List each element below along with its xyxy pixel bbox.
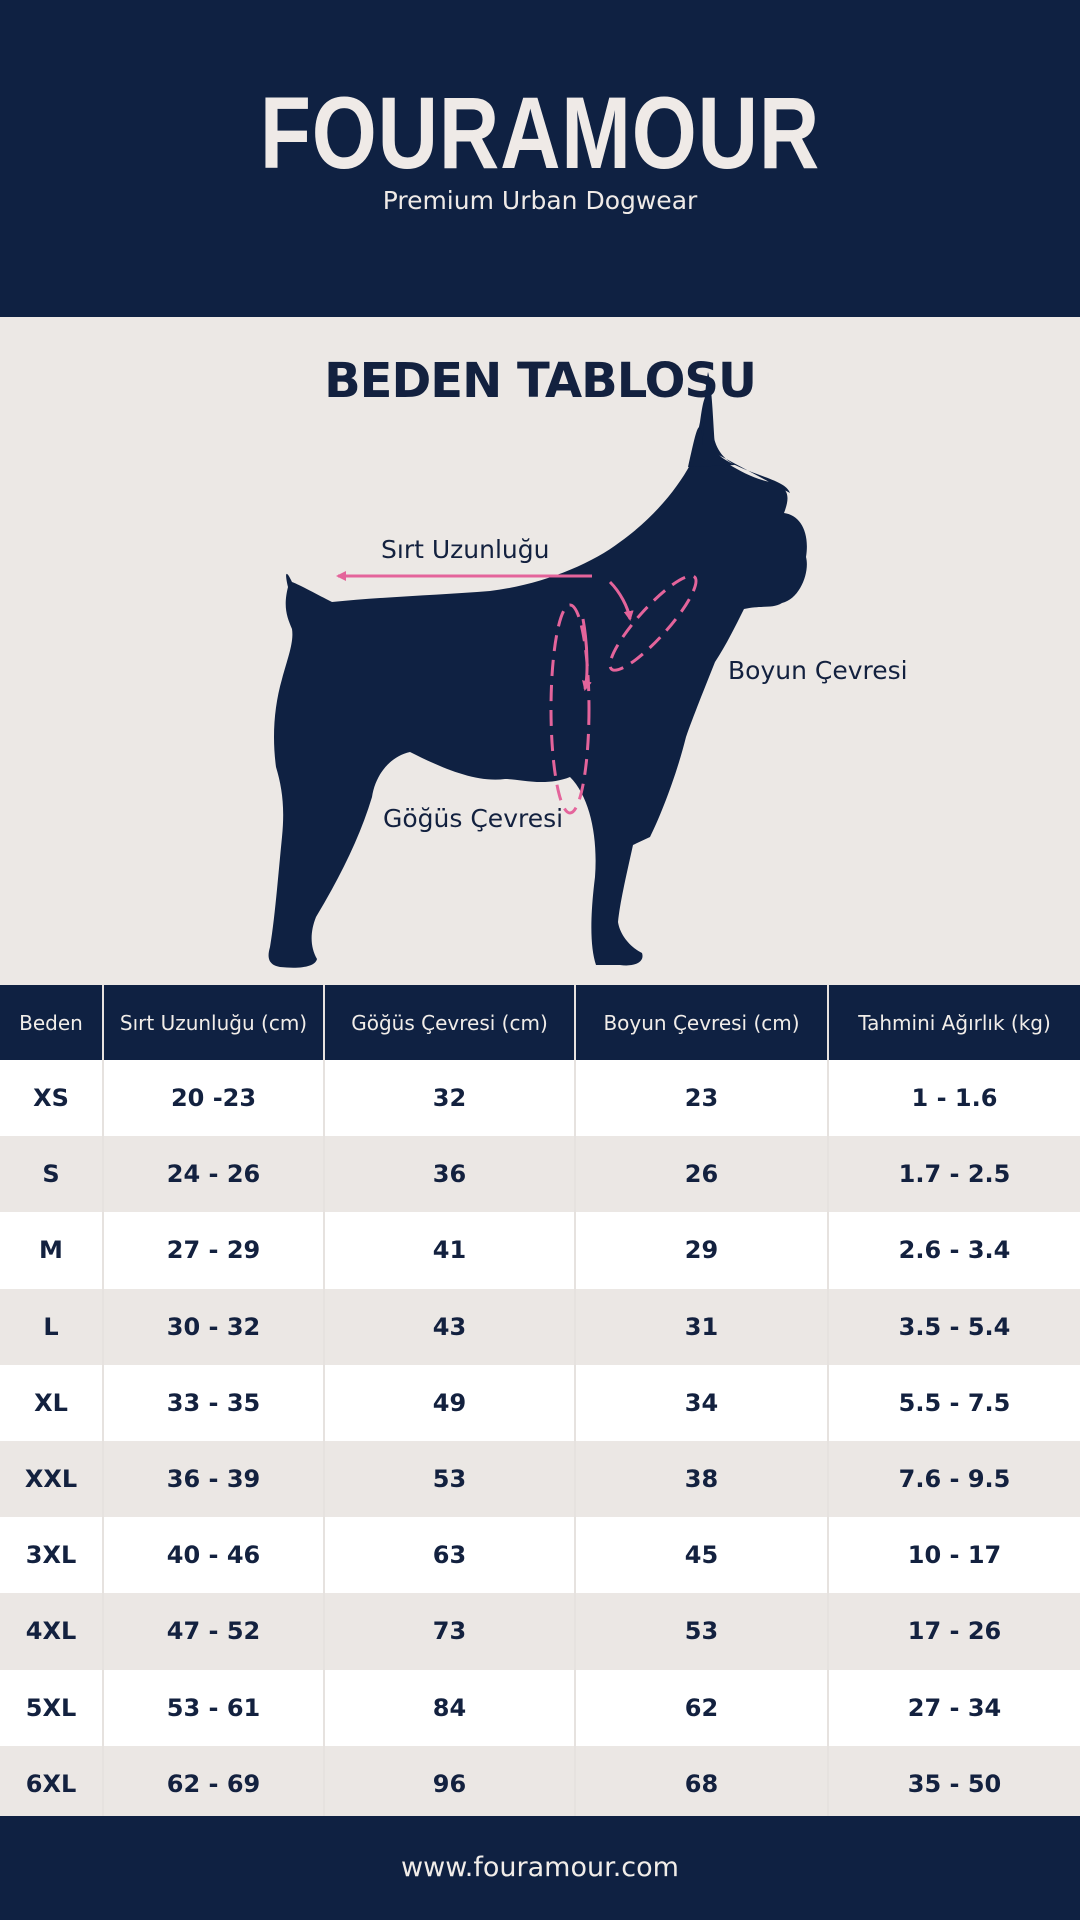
chest-cell: 36 [324,1136,576,1213]
neck-cell: 23 [575,1060,829,1137]
brand-tagline: Premium Urban Dogwear [382,186,698,215]
table-row: M 27 - 29 41 29 2.6 - 3.4 [0,1212,1080,1289]
size-cell: M [0,1212,104,1289]
dog-ear [688,372,735,467]
chest-measure-ring [549,603,591,815]
website-link[interactable]: www.fouramour.com [401,1852,679,1883]
back-length-cell: 47 - 52 [103,1593,325,1670]
neck-circumference-label: Boyun Çevresi [728,656,908,685]
page-title: BEDEN TABLOSU [324,353,757,409]
brand-logo: FOURAMOUR [259,76,821,190]
chest-cell: 84 [324,1669,576,1746]
chest-cell: 63 [324,1517,576,1594]
weight-cell: 5.5 - 7.5 [828,1364,1080,1441]
size-cell: 3XL [0,1517,104,1594]
back-length-label: Sırt Uzunluğu [381,535,550,564]
brand-header: FOURAMOUR Premium Urban Dogwear [0,0,1080,317]
chest-circumference-label: Göğüs Çevresi [383,804,564,833]
table-row: 4XL 47 - 52 73 53 17 - 26 [0,1593,1080,1670]
header-chest: Göğüs Çevresi (cm) [324,985,576,1060]
weight-cell: 3.5 - 5.4 [828,1288,1080,1365]
table-row: 6XL 62 - 69 96 68 35 - 50 [0,1745,1080,1822]
size-cell: 4XL [0,1593,104,1670]
dog-measurement-diagram [268,372,807,968]
back-length-cell: 24 - 26 [103,1136,325,1213]
header-neck: Boyun Çevresi (cm) [575,985,829,1060]
table-header-row: Beden Sırt Uzunluğu (cm) Göğüs Çevresi (… [0,985,1080,1060]
size-cell: XXL [0,1440,104,1518]
neck-cell: 68 [575,1745,829,1822]
chest-cell: 43 [324,1288,576,1365]
header-size: Beden [0,985,104,1060]
weight-cell: 7.6 - 9.5 [828,1440,1080,1518]
weight-cell: 1 - 1.6 [828,1060,1080,1137]
footer: www.fouramour.com [0,1816,1080,1920]
chest-cell: 49 [324,1364,576,1441]
back-length-cell: 20 -23 [103,1060,325,1137]
weight-cell: 1.7 - 2.5 [828,1136,1080,1213]
size-cell: L [0,1288,104,1365]
table-row: 5XL 53 - 61 84 62 27 - 34 [0,1669,1080,1746]
table-row: 3XL 40 - 46 63 45 10 - 17 [0,1517,1080,1594]
chest-cell: 41 [324,1212,576,1289]
size-cell: 5XL [0,1669,104,1746]
neck-cell: 29 [575,1212,829,1289]
back-length-cell: 27 - 29 [103,1212,325,1289]
chest-arrow [581,618,592,691]
header-weight: Tahmini Ağırlık (kg) [828,985,1080,1060]
chest-cell: 53 [324,1440,576,1518]
size-guide-section: BEDEN TABLOSU Sırt Uzunluğu Boyun Çevres… [0,317,1080,985]
weight-cell: 2.6 - 3.4 [828,1212,1080,1289]
chest-cell: 32 [324,1060,576,1137]
neck-cell: 38 [575,1440,829,1518]
back-length-cell: 62 - 69 [103,1745,325,1822]
chest-cell: 96 [324,1745,576,1822]
table-row: XXL 36 - 39 53 38 7.6 - 9.5 [0,1440,1080,1518]
back-length-cell: 53 - 61 [103,1669,325,1746]
table-row: S 24 - 26 36 26 1.7 - 2.5 [0,1136,1080,1213]
neck-cell: 26 [575,1136,829,1213]
weight-cell: 10 - 17 [828,1517,1080,1594]
header-back-length: Sırt Uzunluğu (cm) [103,985,325,1060]
size-cell: 6XL [0,1745,104,1822]
neck-measure-ring [608,574,698,672]
weight-cell: 17 - 26 [828,1593,1080,1670]
table-row: XS 20 -23 32 23 1 - 1.6 [0,1060,1080,1137]
neck-cell: 53 [575,1593,829,1670]
back-length-cell: 40 - 46 [103,1517,325,1594]
weight-cell: 35 - 50 [828,1745,1080,1822]
size-table: Beden Sırt Uzunluğu (cm) Göğüs Çevresi (… [0,985,1080,1822]
neck-cell: 34 [575,1364,829,1441]
neck-cell: 62 [575,1669,829,1746]
dog-silhouette [268,397,807,968]
back-length-cell: 36 - 39 [103,1440,325,1518]
back-length-cell: 33 - 35 [103,1364,325,1441]
size-cell: S [0,1136,104,1213]
size-cell: XL [0,1364,104,1441]
size-cell: XS [0,1060,104,1137]
neck-cell: 45 [575,1517,829,1594]
chest-cell: 73 [324,1593,576,1670]
table-row: XL 33 - 35 49 34 5.5 - 7.5 [0,1364,1080,1441]
neck-cell: 31 [575,1288,829,1365]
back-length-cell: 30 - 32 [103,1288,325,1365]
weight-cell: 27 - 34 [828,1669,1080,1746]
table-row: L 30 - 32 43 31 3.5 - 5.4 [0,1288,1080,1365]
neck-arrow [608,580,634,621]
